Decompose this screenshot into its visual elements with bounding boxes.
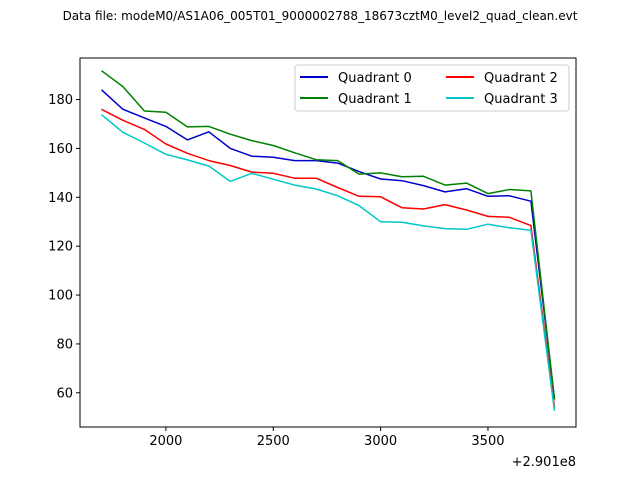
y-tick-label: 100 (48, 289, 73, 304)
series-line-quadrant-3 (101, 114, 556, 411)
y-tick-label: 180 (48, 93, 73, 108)
x-tick-label: 3000 (364, 434, 397, 449)
y-tick-label: 140 (48, 191, 73, 206)
series-line-quadrant-2 (101, 108, 556, 408)
y-tick-label: 120 (48, 240, 73, 255)
legend-label-quadrant-3: Quadrant 3 (484, 92, 558, 107)
x-tick-label: 3500 (471, 434, 504, 449)
plot-lines (100, 70, 556, 411)
chart-title: Data file: modeM0/AS1A06_005T01_90000027… (63, 9, 578, 23)
y-tick-label: 160 (48, 142, 73, 157)
x-tick-label: 2000 (149, 434, 182, 449)
legend-label-quadrant-2: Quadrant 2 (484, 71, 558, 86)
y-tick-label: 80 (56, 337, 73, 352)
series-line-quadrant-0 (100, 89, 556, 399)
x-tick-label: 2500 (257, 434, 290, 449)
x-axis: 2000 2500 3000 3500 (149, 427, 505, 449)
y-tick-label: 60 (56, 386, 73, 401)
legend-label-quadrant-1: Quadrant 1 (338, 92, 412, 107)
legend-box (294, 64, 570, 112)
legend: Quadrant 0 Quadrant 1 Quadrant 2 Quadrant 3 (294, 64, 570, 112)
legend-label-quadrant-0: Quadrant 0 (338, 71, 412, 86)
y-axis: 60 80 100 120 140 160 180 (48, 93, 80, 401)
x-offset-label: +2.901e8 (512, 455, 576, 470)
series-line-quadrant-1 (101, 70, 556, 400)
plot-frame (79, 57, 577, 428)
